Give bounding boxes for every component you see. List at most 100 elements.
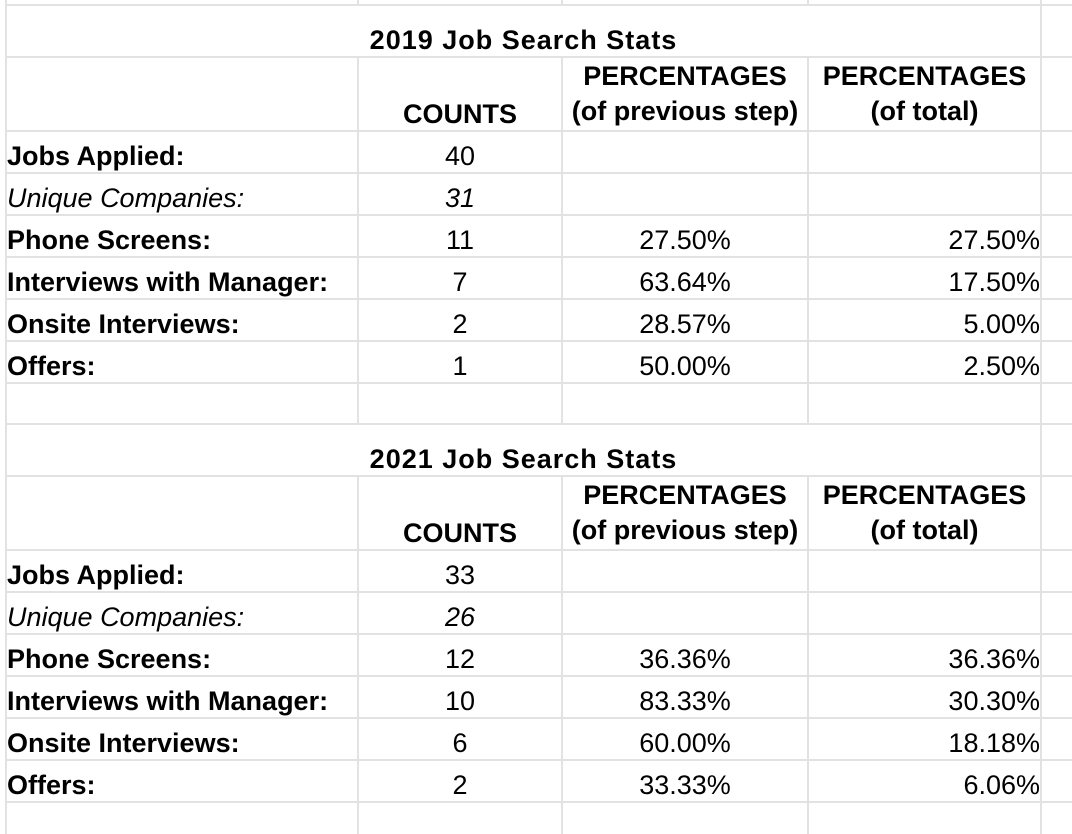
cell-pct-total[interactable] (807, 172, 1042, 216)
empty-cell[interactable] (561, 382, 809, 425)
table-row: Phone Screens: 12 36.36% 36.36% (5, 633, 1072, 677)
empty-cell[interactable] (1040, 475, 1072, 551)
cell-pct-prev[interactable]: 33.33% (561, 759, 809, 803)
empty-cell[interactable] (807, 801, 1042, 834)
header-line: (of total) (870, 515, 979, 546)
col-header-pct-total[interactable]: PERCENTAGES (of total) (807, 56, 1042, 132)
col-header-pct-prev[interactable]: PERCENTAGES (of previous step) (561, 56, 809, 132)
cell-pct-total[interactable]: 6.06% (807, 759, 1042, 803)
cell-count[interactable]: 33 (357, 549, 563, 593)
cell-pct-prev[interactable]: 28.57% (561, 298, 809, 342)
cell-pct-total[interactable]: 17.50% (807, 256, 1042, 300)
empty-cell[interactable] (5, 382, 359, 425)
table-row: Phone Screens: 11 27.50% 27.50% (5, 214, 1072, 258)
empty-cell[interactable] (357, 0, 563, 6)
cell-count[interactable]: 10 (357, 675, 563, 719)
cell-count[interactable]: 1 (357, 340, 563, 384)
empty-cell[interactable] (1040, 172, 1072, 216)
cell-pct-total[interactable]: 27.50% (807, 214, 1042, 258)
cell-pct-prev[interactable] (561, 172, 809, 216)
cell-label[interactable]: Interviews with Manager: (5, 675, 359, 719)
empty-cell[interactable] (1040, 256, 1072, 300)
cell-pct-total[interactable]: 18.18% (807, 717, 1042, 761)
empty-cell[interactable] (1040, 675, 1072, 719)
cell-pct-prev[interactable]: 27.50% (561, 214, 809, 258)
table-title-2021[interactable]: 2021 Job Search Stats (5, 423, 1042, 477)
cell-label[interactable]: Phone Screens: (5, 214, 359, 258)
cell-label[interactable]: Offers: (5, 340, 359, 384)
empty-cell[interactable] (1040, 717, 1072, 761)
cell-pct-prev[interactable]: 83.33% (561, 675, 809, 719)
col-header-pct-prev[interactable]: PERCENTAGES (of previous step) (561, 475, 809, 551)
empty-cell[interactable] (1040, 759, 1072, 803)
empty-cell[interactable] (1040, 549, 1072, 593)
empty-cell[interactable] (1040, 56, 1072, 132)
empty-cell[interactable] (807, 382, 1042, 425)
col-header-label[interactable] (5, 475, 359, 551)
cell-label[interactable]: Phone Screens: (5, 633, 359, 677)
empty-cell[interactable] (1040, 214, 1072, 258)
cell-pct-prev[interactable]: 36.36% (561, 633, 809, 677)
cell-count[interactable]: 40 (357, 130, 563, 174)
table-row (5, 0, 1072, 6)
table-row (5, 801, 1072, 834)
cell-count[interactable]: 2 (357, 759, 563, 803)
empty-cell[interactable] (1040, 382, 1072, 425)
empty-cell[interactable] (1040, 298, 1072, 342)
empty-cell[interactable] (357, 382, 563, 425)
cell-pct-total[interactable]: 2.50% (807, 340, 1042, 384)
cell-label[interactable]: Unique Companies: (5, 172, 359, 216)
empty-cell[interactable] (561, 0, 809, 6)
header-line: PERCENTAGES (583, 60, 787, 91)
table-row: Interviews with Manager: 10 83.33% 30.30… (5, 675, 1072, 719)
cell-label[interactable]: Jobs Applied: (5, 130, 359, 174)
cell-pct-total[interactable] (807, 549, 1042, 593)
cell-pct-prev[interactable]: 63.64% (561, 256, 809, 300)
table-title-2019[interactable]: 2019 Job Search Stats (5, 4, 1042, 58)
cell-label[interactable]: Unique Companies: (5, 591, 359, 635)
cell-pct-prev[interactable] (561, 549, 809, 593)
cell-count[interactable]: 6 (357, 717, 563, 761)
empty-cell[interactable] (1040, 4, 1072, 58)
header-line: PERCENTAGES (822, 60, 1027, 91)
empty-cell[interactable] (357, 801, 563, 834)
cell-pct-total[interactable]: 5.00% (807, 298, 1042, 342)
col-header-counts[interactable]: COUNTS (357, 475, 563, 551)
col-header-counts[interactable]: COUNTS (357, 56, 563, 132)
cell-count[interactable]: 11 (357, 214, 563, 258)
cell-pct-total[interactable]: 36.36% (807, 633, 1042, 677)
cell-count[interactable]: 31 (357, 172, 563, 216)
cell-pct-prev[interactable] (561, 591, 809, 635)
empty-cell[interactable] (1040, 340, 1072, 384)
empty-cell[interactable] (1040, 591, 1072, 635)
cell-pct-prev[interactable]: 60.00% (561, 717, 809, 761)
cell-label[interactable]: Interviews with Manager: (5, 256, 359, 300)
cell-label[interactable]: Onsite Interviews: (5, 298, 359, 342)
empty-cell[interactable] (807, 0, 1042, 6)
cell-label[interactable]: Onsite Interviews: (5, 717, 359, 761)
cell-pct-prev[interactable]: 50.00% (561, 340, 809, 384)
cell-pct-total[interactable]: 30.30% (807, 675, 1042, 719)
cell-count[interactable]: 2 (357, 298, 563, 342)
table-row: COUNTS PERCENTAGES (of previous step) PE… (5, 56, 1072, 132)
cell-count[interactable]: 7 (357, 256, 563, 300)
header-line: PERCENTAGES (583, 479, 787, 510)
empty-cell[interactable] (5, 801, 359, 834)
empty-cell[interactable] (5, 0, 359, 6)
empty-cell[interactable] (561, 801, 809, 834)
cell-label[interactable]: Offers: (5, 759, 359, 803)
empty-cell[interactable] (1040, 633, 1072, 677)
cell-pct-total[interactable] (807, 130, 1042, 174)
spreadsheet-grid: 2019 Job Search Stats COUNTS PERCENTAGES… (5, 0, 1072, 834)
cell-count[interactable]: 12 (357, 633, 563, 677)
col-header-pct-total[interactable]: PERCENTAGES (of total) (807, 475, 1042, 551)
cell-pct-total[interactable] (807, 591, 1042, 635)
empty-cell[interactable] (1040, 423, 1072, 477)
header-line: (of previous step) (571, 96, 799, 127)
cell-pct-prev[interactable] (561, 130, 809, 174)
cell-count[interactable]: 26 (357, 591, 563, 635)
col-header-label[interactable] (5, 56, 359, 132)
empty-cell[interactable] (1040, 801, 1072, 834)
empty-cell[interactable] (1040, 130, 1072, 174)
cell-label[interactable]: Jobs Applied: (5, 549, 359, 593)
